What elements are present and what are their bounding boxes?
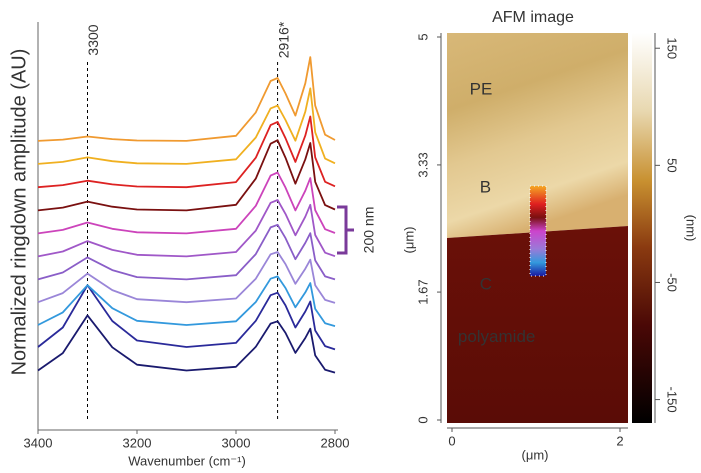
y-tick-label: 5 (415, 33, 430, 40)
spectrum (37, 87, 336, 165)
region-label: B (480, 177, 491, 196)
x-tick-label: 2800 (321, 435, 350, 450)
reference-label: 3300 (85, 24, 101, 55)
afm-title: AFM image (492, 9, 574, 26)
spectrum (37, 56, 336, 142)
region-label: polyamide (458, 327, 536, 346)
reference-label: 2916* (275, 21, 291, 58)
x-tick-label: 3000 (222, 435, 251, 450)
region-label: PE (470, 79, 493, 98)
spectra-panel: Normalized ringdown amplitude (AU) Waven… (8, 22, 338, 468)
spectrum (37, 139, 336, 212)
scale-bracket (337, 205, 354, 255)
probe-grid (529, 185, 547, 277)
colorbar (632, 33, 652, 423)
colorbar-label: (nm) (684, 215, 699, 242)
afm-panel: AFM image (μm) (μm) (nm) (401, 9, 698, 462)
afm-x-label: (μm) (522, 447, 549, 462)
spectrum (37, 275, 336, 327)
spectrum (37, 314, 336, 374)
colorbar-tick-label: 150 (665, 37, 680, 59)
spectrum (37, 171, 336, 235)
spectrum (37, 115, 336, 189)
scale-label: 200 nm (361, 207, 377, 254)
y-tick-label: 0 (415, 416, 430, 423)
y-tick-label: 3.33 (415, 152, 430, 177)
x-axis-label: Wavenumber (cm⁻¹) (128, 453, 246, 468)
y-axis-label: Normalized ringdown amplitude (AU) (8, 49, 30, 376)
x-tick-label: 2 (616, 433, 623, 448)
y-tick-label: 1.67 (415, 279, 430, 304)
x-tick-label: 0 (448, 433, 455, 448)
afm-y-label: (μm) (401, 227, 416, 254)
polyamide-region (447, 226, 628, 423)
colorbar-tick-label: 50 (665, 158, 680, 172)
spectrum (37, 284, 336, 351)
spectrum (37, 199, 336, 258)
colorbar-tick-label: -150 (665, 387, 680, 413)
spectrum (37, 251, 336, 304)
x-tick-label: 3200 (123, 435, 152, 450)
probe-points (530, 186, 546, 276)
region-label: C (480, 275, 492, 294)
spectrum (37, 223, 336, 281)
colorbar-tick-label: -50 (665, 273, 680, 292)
pe-region (447, 33, 628, 238)
x-tick-label: 3400 (24, 435, 53, 450)
